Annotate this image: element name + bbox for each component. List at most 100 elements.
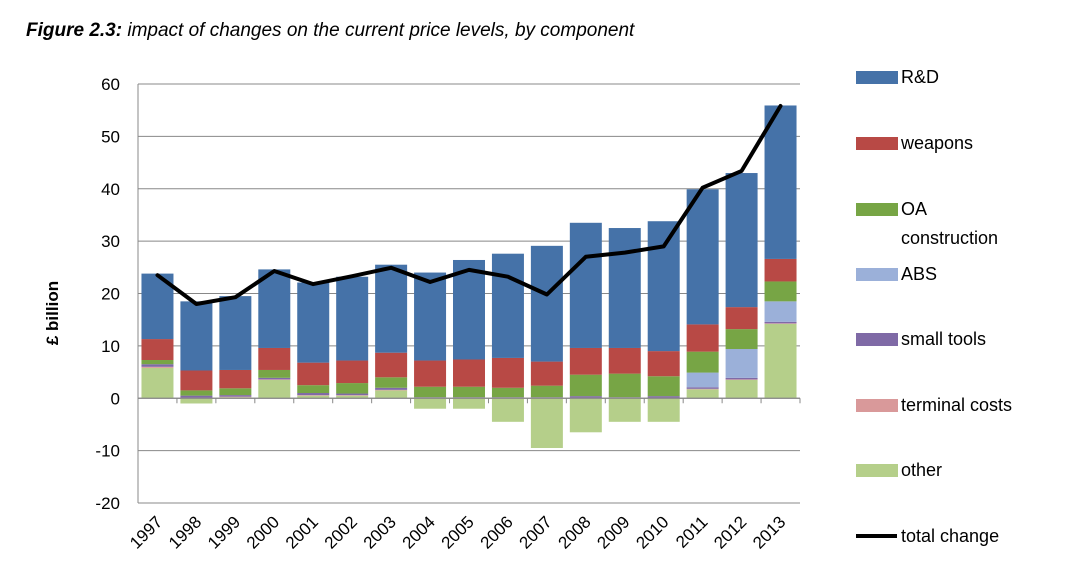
legend-swatch-oa-construction (856, 203, 898, 216)
bar-small-tools-2005 (453, 397, 485, 398)
bar-randd-2011 (686, 189, 719, 325)
bar-other-2009 (608, 398, 641, 422)
bar-small-tools-2004 (414, 397, 447, 398)
bar-randd-2003 (375, 264, 408, 353)
bar-small-tools-2007 (530, 397, 563, 398)
y-tick-label: 0 (111, 389, 120, 408)
bar-other-2013 (764, 323, 797, 399)
x-tick-label: 1997 (126, 512, 166, 552)
bar-small-tools-2003 (375, 387, 408, 390)
y-tick-label: 40 (101, 180, 120, 199)
y-tick-label: 20 (101, 285, 120, 304)
bar-other-2006 (491, 398, 524, 422)
bar-small-tools-2002 (336, 393, 369, 396)
bar-weapons-2002 (336, 360, 369, 384)
bar-small-tools-2006 (491, 397, 524, 398)
bar-oa-construction-2009 (608, 373, 641, 398)
x-tick-label: 2002 (321, 512, 361, 552)
bar-weapons-2001 (297, 362, 330, 386)
bar-terminal-costs-2013 (764, 323, 797, 324)
x-tick-label: 1998 (165, 512, 205, 552)
bar-small-tools-2013 (764, 321, 797, 324)
legend-label-total-change: total change (901, 526, 999, 546)
bar-oa-construction-2001 (297, 385, 330, 394)
bar-terminal-costs-2001 (297, 395, 330, 396)
y-axis-label: £ billion (43, 281, 62, 345)
x-tick-label: 2000 (243, 512, 283, 552)
bar-randd-2002 (336, 276, 369, 361)
legend-label-terminal-costs: terminal costs (901, 395, 1012, 415)
bar-abs-2011 (686, 372, 719, 388)
y-tick-label: 30 (101, 232, 120, 251)
bar-terminal-costs-2012 (725, 379, 758, 380)
legend-swatch-weapons (856, 137, 898, 150)
legend-swatch-terminal-costs (856, 399, 898, 412)
total-change-line (155, 104, 783, 306)
legend-label-small-tools: small tools (901, 329, 986, 349)
bar-weapons-2012 (725, 307, 758, 330)
bar-other-1998 (180, 398, 213, 404)
bar-other-2004 (414, 398, 447, 409)
bar-other-2005 (453, 398, 485, 409)
bar-small-tools-2000 (258, 377, 291, 380)
bar-other-2008 (569, 398, 602, 433)
y-tick-label: -10 (95, 442, 120, 461)
x-tick-labels: 1997199819992000200120022003200420052006… (126, 512, 789, 552)
bar-randd-1999 (219, 296, 252, 370)
bar-weapons-2000 (258, 347, 291, 370)
bar-oa-construction-2011 (686, 351, 719, 373)
bar-abs-2013 (764, 301, 797, 322)
bar-small-tools-2001 (297, 393, 330, 396)
x-tick-label: 2004 (399, 512, 439, 552)
bar-randd-2012 (725, 173, 758, 308)
bar-terminal-costs-2011 (686, 388, 719, 390)
bar-randd-2000 (258, 269, 291, 348)
bar-oa-construction-2005 (453, 386, 485, 398)
figure-title: Figure 2.3: impact of changes on the cur… (26, 20, 634, 42)
bar-small-tools-1999 (219, 395, 252, 397)
bar-weapons-2013 (764, 258, 797, 282)
legend-label-weapons: weapons (900, 133, 973, 153)
bar-small-tools-2008 (569, 396, 602, 398)
bar-oa-construction-1999 (219, 388, 252, 396)
bar-terminal-costs-1999 (219, 396, 252, 398)
bar-oa-construction-1997 (141, 360, 174, 365)
bar-weapons-2004 (414, 360, 447, 387)
x-tick-label: 2010 (632, 512, 672, 552)
x-tick-label: 2011 (672, 512, 711, 551)
bar-other-2001 (297, 395, 330, 399)
bar-other-2000 (258, 379, 291, 399)
bar-weapons-2010 (647, 351, 680, 377)
x-tick-label: 2012 (710, 512, 750, 552)
bar-weapons-2009 (608, 347, 641, 374)
y-tick-labels: -20 -10 0 10 20 30 40 50 60 (95, 75, 120, 513)
x-tick-label: 2013 (749, 512, 789, 552)
bar-oa-construction-2008 (569, 374, 602, 397)
bar-other-1997 (141, 367, 174, 399)
bar-terminal-costs-2002 (336, 395, 369, 396)
figure-caption: impact of changes on the current price l… (127, 20, 635, 41)
bar-randd-2005 (453, 259, 485, 360)
x-tick-label: 2001 (282, 512, 322, 552)
bar-randd-2006 (491, 253, 524, 358)
legend-swatch-other (856, 464, 898, 477)
bar-weapons-1997 (141, 339, 174, 361)
bar-terminal-costs-2003 (375, 389, 408, 391)
bar-oa-construction-2010 (647, 376, 680, 397)
bar-weapons-2005 (453, 359, 485, 387)
x-tick-label: 1999 (204, 512, 244, 552)
bar-oa-construction-1998 (180, 390, 213, 396)
bar-weapons-1999 (219, 369, 252, 389)
bar-oa-construction-2007 (530, 385, 563, 398)
bar-small-tools-1998 (180, 395, 213, 398)
bar-other-2010 (647, 398, 680, 422)
bar-abs-2012 (725, 349, 758, 378)
bar-oa-construction-2000 (258, 369, 291, 378)
axes (137, 84, 801, 503)
bar-weapons-2007 (530, 361, 563, 386)
legend-swatch-abs (856, 268, 898, 281)
bar-small-tools-2010 (647, 396, 680, 398)
x-tick-label: 2003 (360, 512, 400, 552)
bar-other-2012 (725, 379, 758, 399)
